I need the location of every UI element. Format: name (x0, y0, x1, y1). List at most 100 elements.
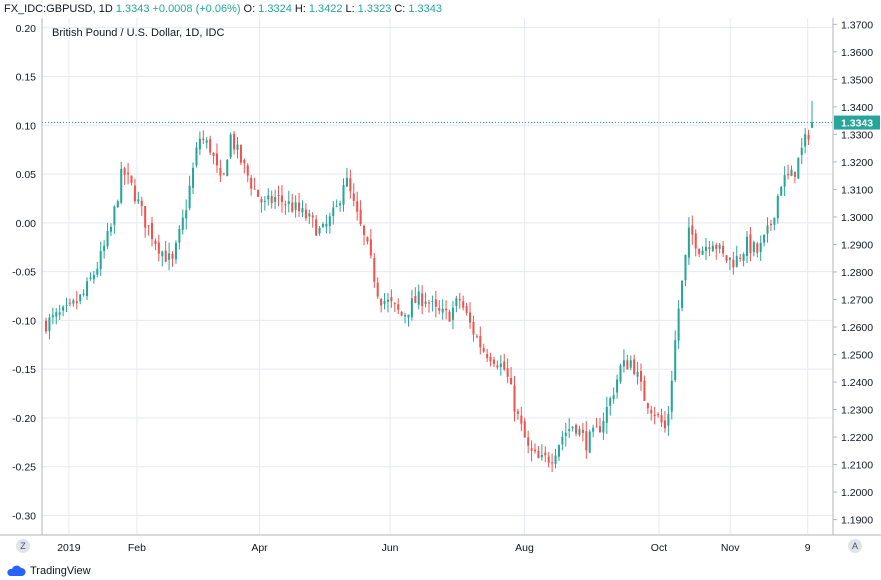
last-price-badge (834, 115, 880, 130)
candle-body (639, 371, 643, 382)
candle-body (663, 420, 666, 429)
candle-body (161, 251, 164, 257)
candle-body (602, 420, 605, 433)
candle-body (622, 360, 625, 367)
right-tick-label: 1.2100 (841, 460, 873, 472)
candle-body (503, 361, 506, 370)
candle-body (708, 247, 711, 250)
auto-scale-button[interactable]: A (848, 539, 862, 553)
candle-body (715, 244, 718, 250)
time-tick-label: Jun (382, 542, 399, 554)
candle-body (469, 312, 472, 323)
candle-body (325, 223, 328, 227)
candle-body (92, 274, 95, 280)
candle-body (746, 236, 749, 256)
candle-body (540, 454, 543, 458)
candle-body (451, 307, 454, 320)
candle-body (116, 201, 119, 208)
candle-body (520, 415, 523, 424)
candle-body (188, 185, 191, 209)
left-axis-ticks: 0.20 0.15 0.10 0.05 0.00 -0.05 -0.10 -0.15 -0.20… (12, 23, 36, 523)
right-tick-label: 1.2700 (841, 294, 873, 306)
candle-body (127, 172, 130, 175)
candle-body (626, 360, 629, 370)
candle-body (304, 209, 307, 219)
candle-body (523, 421, 526, 438)
open-value: 1.3324 (258, 3, 292, 15)
right-tick-label: 1.2400 (841, 377, 873, 389)
right-tick-label: 1.2200 (841, 432, 873, 444)
left-scale-button[interactable]: Z (16, 539, 30, 553)
grid-lines (42, 18, 833, 535)
candle-body (44, 320, 48, 332)
right-tick-label: 1.2000 (841, 487, 873, 499)
candle-body (96, 268, 99, 275)
candle-body (544, 452, 547, 456)
candle-body (660, 415, 663, 423)
candle-body (722, 245, 725, 254)
candle-body (438, 307, 441, 311)
candle-body (417, 291, 420, 305)
candle-body (629, 360, 632, 368)
right-tick-label: 1.3400 (841, 102, 873, 114)
candle-body (185, 210, 188, 219)
candle-body (164, 250, 167, 262)
last-price-label: 1.3343 (841, 118, 873, 130)
candle-body (458, 298, 461, 301)
last-price: 1.3343 (115, 3, 150, 15)
candle-body (783, 175, 786, 187)
candle-body (670, 380, 673, 412)
candle-body (486, 354, 489, 358)
left-tick-label: -0.25 (12, 462, 36, 474)
candle-body (321, 224, 325, 227)
candle-body (298, 202, 301, 212)
symbol-name[interactable]: FX_IDC:GBPUSD, 1D (4, 3, 113, 15)
candle-body (410, 298, 413, 318)
candle-body (339, 203, 342, 206)
candle-body (137, 199, 140, 202)
time-axis-ticks: 2019 Feb Apr Jun Aug Oct Nov 9 (57, 542, 811, 554)
candle-body (407, 314, 410, 318)
candle-body (308, 213, 311, 217)
candle-body (756, 243, 759, 253)
candle-body (551, 462, 554, 464)
candle-body (318, 227, 321, 234)
candle-body (732, 259, 735, 268)
right-tick-label: 1.2800 (841, 267, 873, 279)
candle-body (537, 450, 540, 459)
candle-body (465, 306, 468, 313)
candle-body (479, 336, 482, 348)
right-tick-label: 1.2300 (841, 405, 873, 417)
candle-body (434, 299, 437, 307)
candle-body (335, 205, 338, 207)
symbol-header: FX_IDC:GBPUSD, 1D 1.3343 +0.0008 (+0.06%… (4, 0, 445, 18)
candle-body (359, 209, 362, 225)
candle-body (650, 409, 653, 414)
chart-subtitle: British Pound / U.S. Dollar, 1D, IDC (52, 27, 225, 39)
tradingview-cloud-icon (7, 565, 26, 576)
candle-body (489, 357, 492, 362)
candle-body (595, 426, 598, 428)
high-label: H: (294, 3, 306, 15)
candle-body (109, 226, 112, 232)
candle-body (585, 431, 588, 451)
candle-body (51, 315, 54, 318)
close-value: 1.3343 (408, 3, 442, 15)
candle-body (612, 395, 615, 400)
candle-body (674, 340, 677, 381)
tradingview-logo[interactable]: TradingView (6, 565, 91, 577)
right-tick-label: 1.1900 (841, 515, 873, 527)
candle-body (759, 242, 762, 253)
candle-body (797, 157, 800, 179)
candle-body (315, 219, 318, 236)
candle-body (404, 314, 407, 317)
candle-body (564, 432, 567, 437)
candle-body (226, 159, 229, 177)
candle-body (431, 301, 434, 303)
right-tick-label: 1.2600 (841, 322, 873, 334)
candle-body (742, 254, 745, 261)
candle-body (222, 173, 225, 175)
time-tick-label: Feb (128, 542, 146, 554)
left-tick-label: -0.20 (12, 413, 36, 425)
